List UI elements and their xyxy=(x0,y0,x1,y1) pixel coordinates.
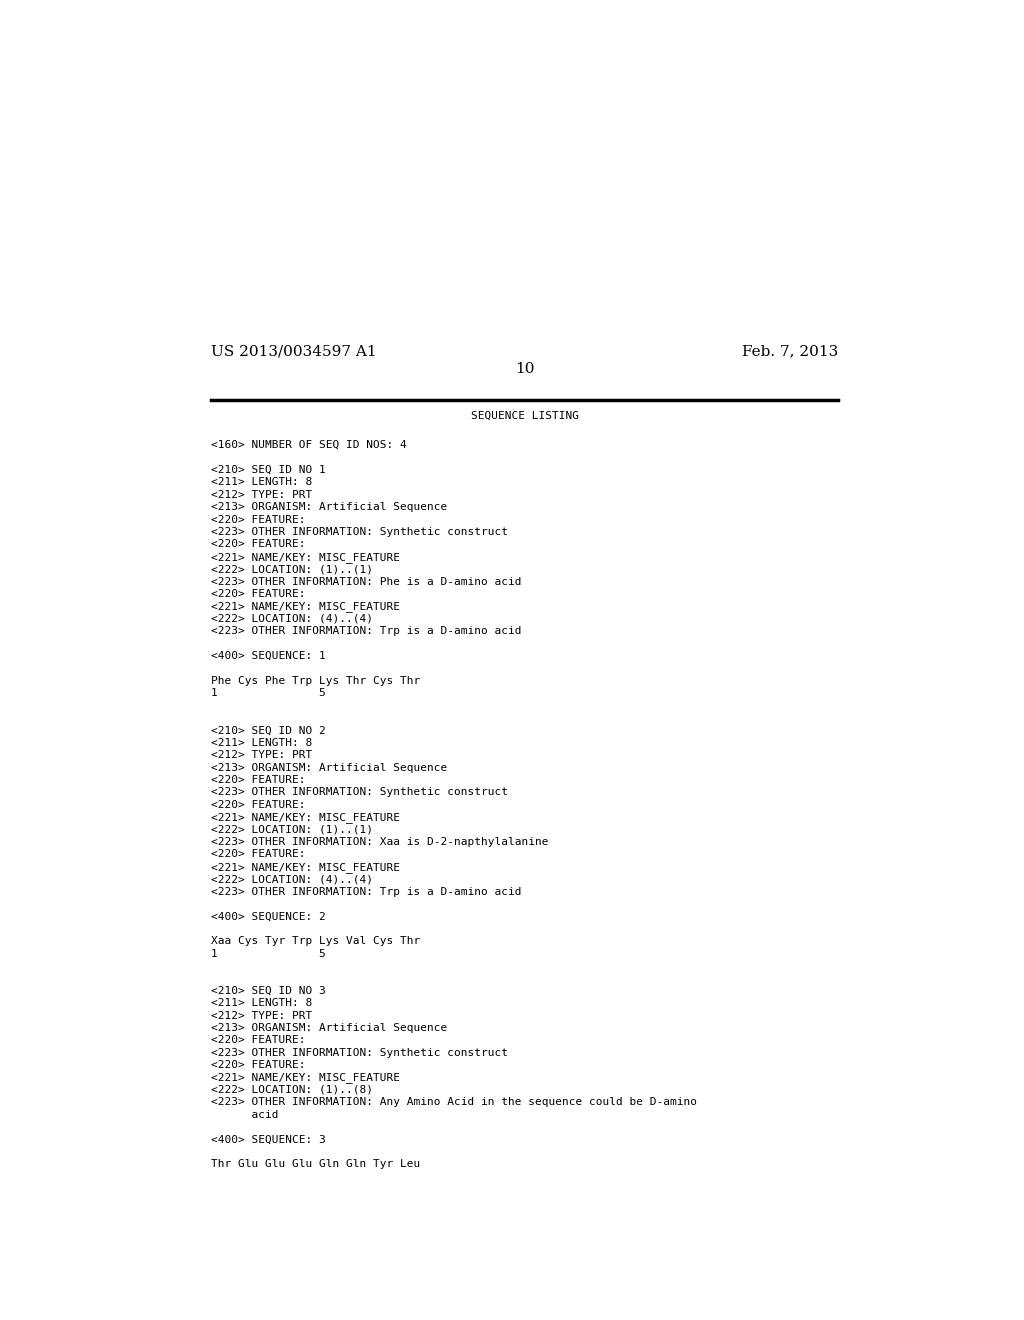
Text: <222> LOCATION: (4)..(4): <222> LOCATION: (4)..(4) xyxy=(211,614,374,624)
Text: <213> ORGANISM: Artificial Sequence: <213> ORGANISM: Artificial Sequence xyxy=(211,502,447,512)
Text: Phe Cys Phe Trp Lys Thr Cys Thr: Phe Cys Phe Trp Lys Thr Cys Thr xyxy=(211,676,421,686)
Text: <220> FEATURE:: <220> FEATURE: xyxy=(211,589,306,599)
Text: <210> SEQ ID NO 2: <210> SEQ ID NO 2 xyxy=(211,726,326,735)
Text: <221> NAME/KEY: MISC_FEATURE: <221> NAME/KEY: MISC_FEATURE xyxy=(211,1073,400,1084)
Text: <223> OTHER INFORMATION: Trp is a D-amino acid: <223> OTHER INFORMATION: Trp is a D-amin… xyxy=(211,887,522,896)
Text: <211> LENGTH: 8: <211> LENGTH: 8 xyxy=(211,738,312,747)
Text: <160> NUMBER OF SEQ ID NOS: 4: <160> NUMBER OF SEQ ID NOS: 4 xyxy=(211,440,408,450)
Text: <221> NAME/KEY: MISC_FEATURE: <221> NAME/KEY: MISC_FEATURE xyxy=(211,552,400,562)
Text: <223> OTHER INFORMATION: Trp is a D-amino acid: <223> OTHER INFORMATION: Trp is a D-amin… xyxy=(211,626,522,636)
Text: 10: 10 xyxy=(515,362,535,376)
Text: <223> OTHER INFORMATION: Synthetic construct: <223> OTHER INFORMATION: Synthetic const… xyxy=(211,787,508,797)
Text: US 2013/0034597 A1: US 2013/0034597 A1 xyxy=(211,345,377,359)
Text: <222> LOCATION: (1)..(1): <222> LOCATION: (1)..(1) xyxy=(211,564,374,574)
Text: <222> LOCATION: (1)..(8): <222> LOCATION: (1)..(8) xyxy=(211,1085,374,1096)
Text: <220> FEATURE:: <220> FEATURE: xyxy=(211,1035,306,1045)
Text: Feb. 7, 2013: Feb. 7, 2013 xyxy=(742,345,839,359)
Text: <222> LOCATION: (4)..(4): <222> LOCATION: (4)..(4) xyxy=(211,874,374,884)
Text: <221> NAME/KEY: MISC_FEATURE: <221> NAME/KEY: MISC_FEATURE xyxy=(211,862,400,873)
Text: <400> SEQUENCE: 1: <400> SEQUENCE: 1 xyxy=(211,651,326,661)
Text: <220> FEATURE:: <220> FEATURE: xyxy=(211,800,306,809)
Text: <212> TYPE: PRT: <212> TYPE: PRT xyxy=(211,490,312,500)
Text: <211> LENGTH: 8: <211> LENGTH: 8 xyxy=(211,998,312,1008)
Text: <223> OTHER INFORMATION: Synthetic construct: <223> OTHER INFORMATION: Synthetic const… xyxy=(211,527,508,537)
Text: <223> OTHER INFORMATION: Xaa is D-2-napthylalanine: <223> OTHER INFORMATION: Xaa is D-2-napt… xyxy=(211,837,549,847)
Text: Xaa Cys Tyr Trp Lys Val Cys Thr: Xaa Cys Tyr Trp Lys Val Cys Thr xyxy=(211,936,421,946)
Text: <220> FEATURE:: <220> FEATURE: xyxy=(211,540,306,549)
Text: 1               5: 1 5 xyxy=(211,949,326,958)
Text: <220> FEATURE:: <220> FEATURE: xyxy=(211,515,306,524)
Text: <212> TYPE: PRT: <212> TYPE: PRT xyxy=(211,750,312,760)
Text: <221> NAME/KEY: MISC_FEATURE: <221> NAME/KEY: MISC_FEATURE xyxy=(211,602,400,612)
Text: <213> ORGANISM: Artificial Sequence: <213> ORGANISM: Artificial Sequence xyxy=(211,763,447,772)
Text: <221> NAME/KEY: MISC_FEATURE: <221> NAME/KEY: MISC_FEATURE xyxy=(211,812,400,824)
Text: <210> SEQ ID NO 3: <210> SEQ ID NO 3 xyxy=(211,986,326,995)
Text: <223> OTHER INFORMATION: Synthetic construct: <223> OTHER INFORMATION: Synthetic const… xyxy=(211,1048,508,1057)
Text: <400> SEQUENCE: 3: <400> SEQUENCE: 3 xyxy=(211,1135,326,1144)
Text: SEQUENCE LISTING: SEQUENCE LISTING xyxy=(471,411,579,421)
Text: <220> FEATURE:: <220> FEATURE: xyxy=(211,849,306,859)
Text: 1               5: 1 5 xyxy=(211,688,326,698)
Text: <220> FEATURE:: <220> FEATURE: xyxy=(211,775,306,785)
Text: <400> SEQUENCE: 2: <400> SEQUENCE: 2 xyxy=(211,911,326,921)
Text: <210> SEQ ID NO 1: <210> SEQ ID NO 1 xyxy=(211,465,326,475)
Text: <223> OTHER INFORMATION: Phe is a D-amino acid: <223> OTHER INFORMATION: Phe is a D-amin… xyxy=(211,577,522,586)
Text: <223> OTHER INFORMATION: Any Amino Acid in the sequence could be D-amino: <223> OTHER INFORMATION: Any Amino Acid … xyxy=(211,1097,697,1107)
Text: <222> LOCATION: (1)..(1): <222> LOCATION: (1)..(1) xyxy=(211,825,374,834)
Text: <213> ORGANISM: Artificial Sequence: <213> ORGANISM: Artificial Sequence xyxy=(211,1023,447,1034)
Text: acid: acid xyxy=(211,1110,279,1119)
Text: <211> LENGTH: 8: <211> LENGTH: 8 xyxy=(211,478,312,487)
Text: Thr Glu Glu Glu Gln Gln Tyr Leu: Thr Glu Glu Glu Gln Gln Tyr Leu xyxy=(211,1159,421,1170)
Text: <212> TYPE: PRT: <212> TYPE: PRT xyxy=(211,1011,312,1020)
Text: <220> FEATURE:: <220> FEATURE: xyxy=(211,1060,306,1071)
